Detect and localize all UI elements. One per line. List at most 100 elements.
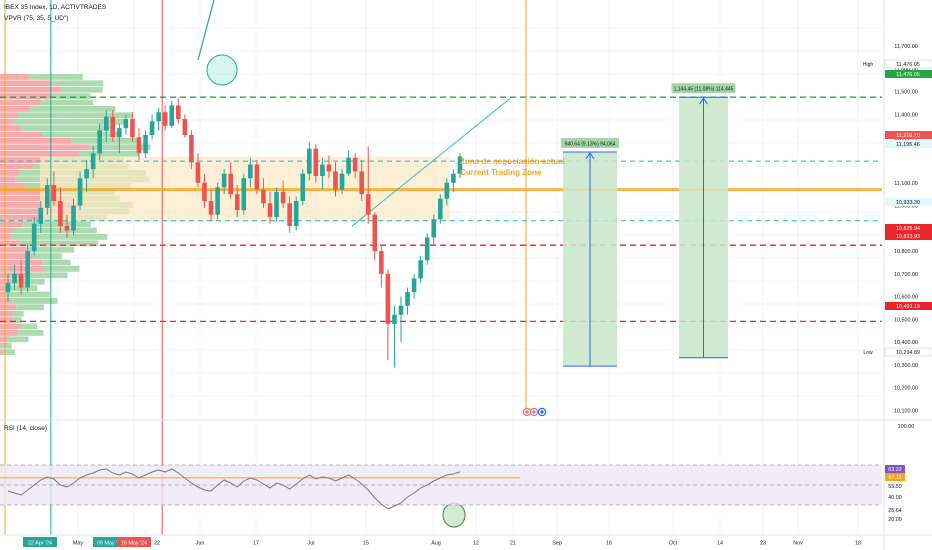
price-label-bg [885,140,932,148]
candle-body [405,292,410,306]
candle-body [267,203,273,217]
volume-profile-bar [0,202,80,208]
volume-profile-bar [5,291,50,298]
volume-profile-bar [0,176,16,183]
price-axis-tick: 11,100.00 [894,181,918,187]
candle-body [143,134,148,154]
time-axis-tick: 15 [363,541,369,547]
price-axis-tick: 10,700.00 [894,272,918,278]
volume-profile-bar [17,112,133,119]
time-axis-tick: 16 May '24 [121,541,147,547]
volume-profile-bar [11,234,108,240]
candle-body [110,116,116,138]
candle-body [365,194,371,215]
candle-body [379,251,384,274]
volume-profile-bar [1,349,16,355]
rsi-line [7,468,461,510]
price-label: 10,823.93 [896,234,920,240]
volume-profile-bar [52,80,104,87]
candle-body [195,162,201,183]
rsi-label-bg [885,473,905,481]
candle-body [313,148,319,176]
volume-profile-bar [0,298,12,304]
candle-body [149,121,155,135]
volume-profile-bar [40,99,94,106]
candle-body [84,169,89,179]
volume-profile-bar [0,310,13,317]
rsi-axis-label: 25.64 [888,508,902,514]
volume-profile-bar [0,125,22,131]
volume-profile-bar [32,253,62,259]
price-axis-tick: 11,400.00 [894,113,918,119]
event-icon-dot [540,410,544,414]
time-axis-tick: 21 [510,541,516,547]
candle-body [359,171,364,195]
price-label-bg [884,347,932,357]
candle-body [372,214,378,252]
candle-body [58,201,63,227]
price-axis-tick: 10,600.00 [894,295,918,301]
volume-profile-bar [0,304,17,311]
volume-profile-bar [20,323,38,330]
candle-body [176,105,181,120]
volume-profile-bar [13,317,22,323]
volume-profile-bar [0,150,79,157]
volume-profile-bar [23,221,91,227]
volume-profile-bar [18,330,44,336]
trend-line [197,0,215,61]
candle-body [333,171,338,190]
rsi-legend[interactable]: RSI (14, close) [4,425,50,432]
price-axis-tick: 10,100.00 [894,408,918,414]
candle-body [398,305,404,315]
rsi-label-bg [885,515,905,523]
candle-body [320,164,325,176]
time-axis-tick: Nov [793,541,803,547]
volume-profile-bar [0,349,2,355]
volume-profile-bar [0,106,31,112]
volume-profile-bar [0,246,27,253]
candle-body [45,185,50,208]
volume-profile-bar [0,189,42,195]
candle-body [241,178,247,211]
highlight-circle [206,54,238,86]
volume-profile-bar [0,131,43,138]
candle-body [307,148,312,174]
volume-profile-bar [0,227,13,234]
volume-profile-bar [16,304,44,311]
candle-body [156,112,161,122]
rsi-label-bg [885,506,905,514]
time-axis-tick: 22 [154,541,160,547]
candle-body [130,119,135,138]
candle-body [215,187,220,215]
price-label-bg [885,198,932,206]
time-axis-highlight [117,537,151,547]
volume-profile-bar [0,285,5,291]
rsi-title: RSI (14, close) [4,425,47,432]
candle-body [136,137,142,154]
target-measure-label-bg [561,137,619,148]
volume-profile-bar [0,240,20,247]
event-icon-dot [532,410,536,414]
candle-body [352,157,358,172]
vpvr-legend[interactable]: VPVR (75, 35, 5_UD") [4,15,71,22]
candle-body [418,260,423,279]
volume-profile-bar [0,182,26,189]
candle-body [97,130,102,154]
volume-profile-bar [0,195,62,202]
candle-body [274,191,279,217]
volume-profile-bar [61,86,103,93]
volume-profile-bar [0,112,18,119]
volume-profile-bar [12,310,24,317]
time-axis-tick: 17 [253,541,259,547]
price-label: 11,476.05 [896,72,920,78]
candle-body [411,278,417,293]
candle-body [18,273,24,288]
candle-body [51,185,57,202]
volume-profile-bar [0,221,24,227]
symbol-legend[interactable]: IBEX 35 Index, 1D, ACTIVTRADES [4,4,109,11]
volume-profile-bar [0,214,46,221]
candle-body [293,201,299,227]
volume-profile-bar [0,317,14,323]
